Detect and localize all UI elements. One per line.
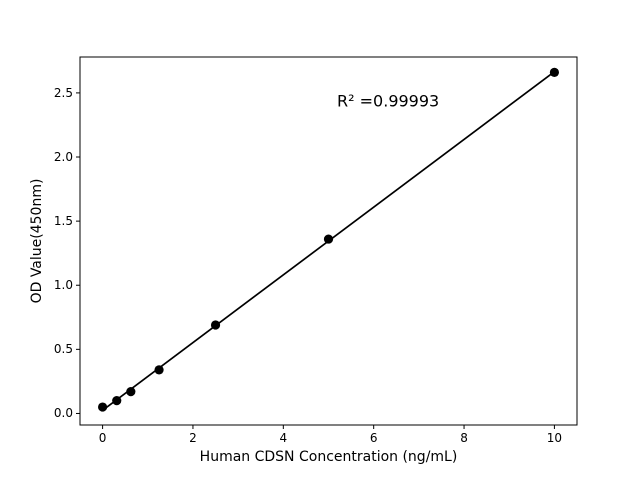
data-point: [549, 67, 560, 77]
data-point: [97, 402, 108, 412]
data-point: [154, 365, 164, 375]
x-tick-label: 6: [369, 431, 378, 445]
r-squared-annotation: R² =0.99993: [337, 91, 440, 111]
x-axis-label: Human CDSN Concentration (ng/mL): [199, 449, 458, 465]
x-tick-label: 2: [189, 431, 197, 445]
y-axis-label: OD Value(450nm): [29, 178, 45, 304]
data-point: [323, 234, 334, 244]
y-tick-label: 1.0: [53, 278, 73, 293]
x-tick-label: 4: [279, 431, 288, 445]
data-point: [126, 387, 136, 397]
plot-border: [79, 56, 578, 426]
data-point: [210, 320, 221, 330]
x-tick-label: 10: [546, 431, 563, 445]
x-tick-label: 0: [98, 431, 107, 445]
data-point: [112, 396, 122, 406]
y-tick-label: 0.5: [53, 342, 73, 357]
y-tick-label: 2.5: [53, 85, 73, 100]
y-tick-label: 2.0: [53, 150, 73, 164]
y-tick-label: 0.0: [53, 406, 73, 421]
y-tick-label: 1.5: [53, 214, 73, 229]
x-tick-label: 8: [460, 431, 468, 445]
